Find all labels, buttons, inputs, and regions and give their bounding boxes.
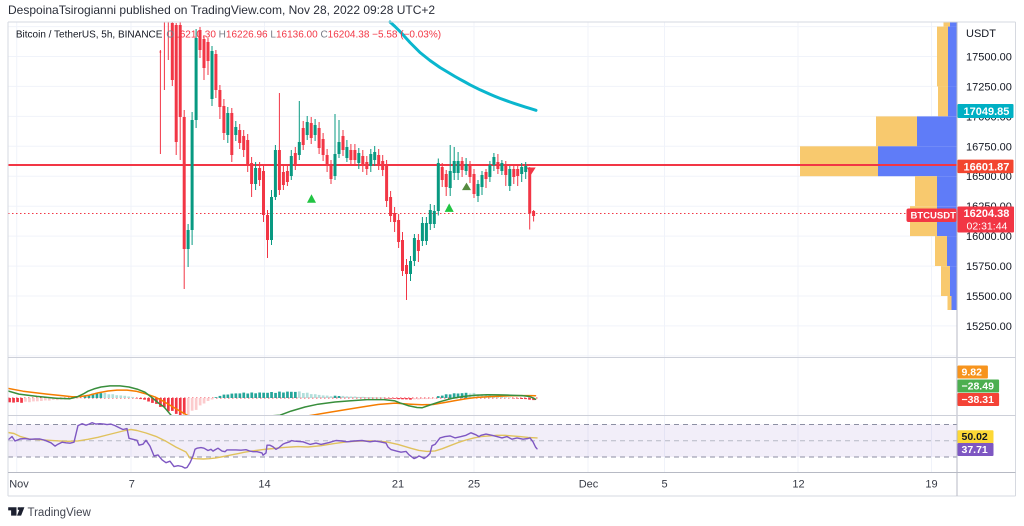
svg-text:21: 21 xyxy=(392,479,404,491)
svg-text:17250.00: 17250.00 xyxy=(966,81,1012,93)
svg-text:14: 14 xyxy=(258,479,270,491)
svg-text:16750.00: 16750.00 xyxy=(966,141,1012,153)
svg-text:−38.31: −38.31 xyxy=(962,394,995,406)
svg-text:15500.00: 15500.00 xyxy=(966,291,1012,303)
svg-text:17049.85: 17049.85 xyxy=(964,106,1010,118)
svg-text:Nov: Nov xyxy=(9,479,29,491)
svg-text:19: 19 xyxy=(925,479,937,491)
svg-text:Bitcoin / TetherUS, 5h, BINANC: Bitcoin / TetherUS, 5h, BINANCE O16210.30… xyxy=(16,30,441,41)
svg-text:16601.87: 16601.87 xyxy=(964,161,1010,173)
svg-text:15250.00: 15250.00 xyxy=(966,321,1012,333)
svg-text:25: 25 xyxy=(468,479,480,491)
svg-text:Dec: Dec xyxy=(579,479,599,491)
svg-text:16500.00: 16500.00 xyxy=(966,171,1012,183)
svg-text:37.71: 37.71 xyxy=(962,444,988,456)
svg-text:16000.00: 16000.00 xyxy=(966,231,1012,243)
svg-text:−28.49: −28.49 xyxy=(962,381,995,393)
svg-text:12: 12 xyxy=(792,479,804,491)
svg-text:5: 5 xyxy=(661,479,667,491)
svg-text:17500.00: 17500.00 xyxy=(966,52,1012,64)
svg-text:TradingView: TradingView xyxy=(28,507,92,519)
svg-text:9.82: 9.82 xyxy=(962,367,983,379)
svg-text:BTCUSDT: BTCUSDT xyxy=(911,211,957,222)
svg-text:7: 7 xyxy=(129,479,135,491)
svg-text:16204.38: 16204.38 xyxy=(964,208,1010,220)
svg-text:15750.00: 15750.00 xyxy=(966,261,1012,273)
svg-text:DespoinaTsirogianni published: DespoinaTsirogianni published on Trading… xyxy=(8,3,435,17)
svg-text:USDT: USDT xyxy=(966,28,996,40)
svg-text:50.02: 50.02 xyxy=(962,431,988,443)
svg-text:02:31:44: 02:31:44 xyxy=(967,221,1008,233)
